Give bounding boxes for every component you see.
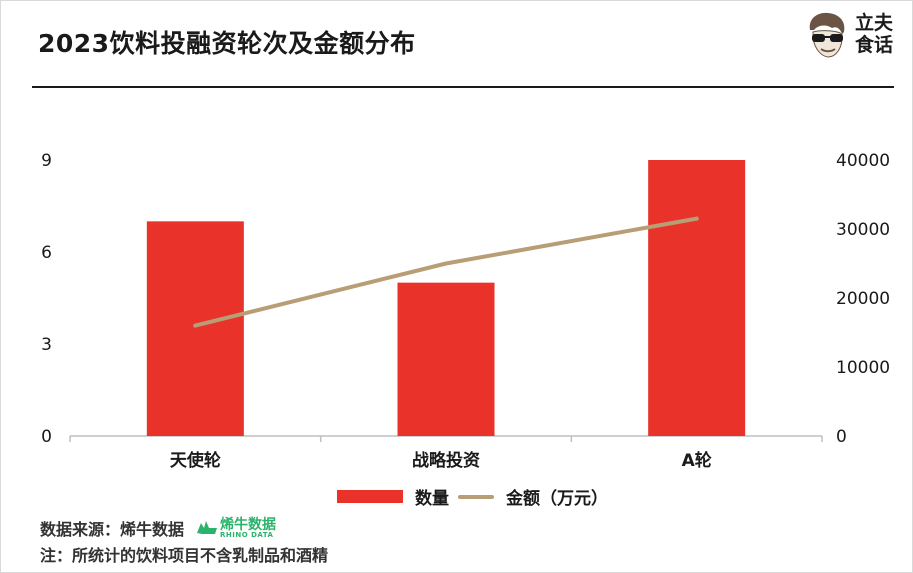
y-left-tick-label: 3 [41, 335, 52, 355]
legend-bar-label: 数量 [415, 489, 449, 509]
y-left-tick-label: 9 [41, 151, 52, 171]
chart-plot: 0 3 6 9 0 10000 20000 30000 40000 天使轮 战略投资 A轮 [41, 151, 890, 471]
brand-logo-text: 立夫 食话 [855, 12, 893, 56]
y-left-tick-label: 0 [41, 427, 52, 447]
legend-line-swatch [458, 494, 494, 499]
bar-3 [648, 160, 746, 436]
amount-point-3 [694, 216, 699, 221]
y-right-tick-label: 20000 [836, 289, 890, 309]
legend-line: 金额（万元） [458, 484, 608, 509]
category-label: A轮 [682, 450, 712, 471]
legend-bar: 数量 [337, 484, 449, 509]
footnote: 注：所统计的饮料项目不含乳制品和酒精 [40, 546, 329, 565]
rhino-brand-cn: 烯牛数据 [220, 516, 277, 533]
y-right-tick-label: 10000 [836, 358, 890, 378]
rhino-icon [197, 521, 218, 534]
title-divider [32, 86, 894, 88]
legend-bar-swatch [337, 490, 403, 503]
y-right-tick-label: 30000 [836, 220, 890, 240]
rhino-data-logo: 烯牛数据 RHINO DATA [196, 518, 276, 539]
category-label: 天使轮 [170, 450, 221, 471]
bar-1 [146, 221, 244, 436]
amount-point-1 [193, 323, 198, 328]
amount-point-2 [444, 261, 448, 266]
source-label: 数据来源：烯牛数据 [40, 520, 185, 539]
bar-2 [397, 282, 495, 436]
legend-line-label: 金额（万元） [506, 489, 608, 509]
logo-line-1: 立夫 [855, 12, 894, 34]
rhino-brand-en: RHINO DATA [220, 530, 274, 539]
source-line: 数据来源：烯牛数据 烯牛数据 RHINO DATA [40, 516, 276, 540]
brand-logo-icon [809, 12, 845, 58]
category-label: 战略投资 [412, 450, 480, 471]
chart-title: 2023饮料投融资轮次及金额分布 [38, 29, 416, 58]
logo-line-2: 食话 [855, 34, 894, 56]
y-right-tick-label: 40000 [836, 151, 890, 171]
y-right-tick-label: 0 [836, 427, 847, 447]
y-left-tick-label: 6 [41, 243, 52, 263]
